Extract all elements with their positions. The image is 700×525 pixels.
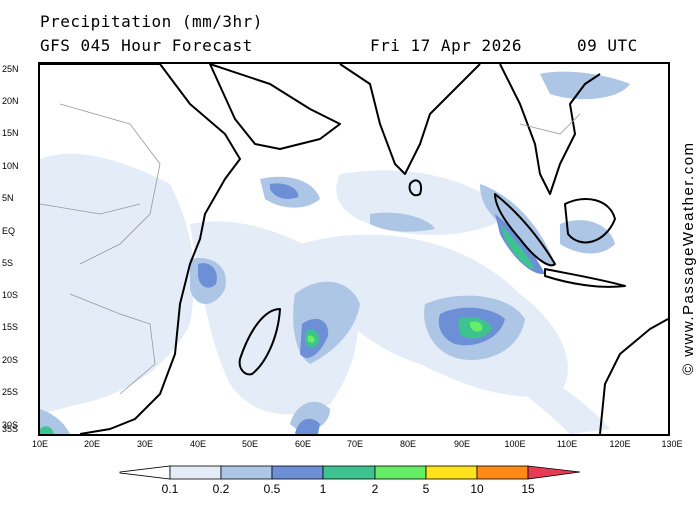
- lat-label-15n: 15N: [2, 128, 19, 138]
- precip-heavy: [198, 183, 545, 434]
- legend-bin-10-15: [476, 465, 529, 480]
- legend-bin-0-2-0-5: [220, 465, 273, 480]
- lon-label-130e: 130E: [661, 439, 683, 449]
- legend-label-10: 10: [470, 482, 484, 496]
- forecast-subtitle: GFS 045 Hour Forecast: [40, 36, 253, 55]
- lon-label-30e: 30E: [136, 439, 154, 449]
- lon-label-100e: 100E: [504, 439, 526, 449]
- legend-bin-above-15: [527, 465, 581, 480]
- lon-label-20e: 20E: [83, 439, 101, 449]
- lat-label-35s: 35S: [2, 424, 19, 434]
- chart-title: Precipitation (mm/3hr): [40, 12, 263, 31]
- precip-light: [40, 153, 610, 434]
- legend-bin-5-10: [425, 465, 478, 480]
- legend-bin-1-2: [322, 465, 376, 480]
- lat-label-10s: 10S: [2, 290, 19, 300]
- lat-label-25n: 25N: [2, 64, 19, 74]
- legend-label-0-5: 0.5: [263, 482, 281, 496]
- lon-label-70e: 70E: [346, 439, 364, 449]
- lon-label-110e: 110E: [556, 439, 578, 449]
- forecast-date: Fri 17 Apr 2026: [370, 36, 522, 55]
- legend-label-2: 2: [371, 482, 379, 496]
- legend-label-15: 15: [521, 482, 535, 496]
- lat-label-5n: 5N: [2, 193, 14, 203]
- legend-label-1: 1: [319, 482, 327, 496]
- lon-label-50e: 50E: [241, 439, 259, 449]
- lat-label-20s: 20S: [2, 355, 19, 365]
- lon-label-40e: 40E: [189, 439, 207, 449]
- legend-label-0-1: 0.1: [161, 482, 179, 496]
- precip-extreme: [307, 321, 483, 343]
- lon-label-60e: 60E: [294, 439, 312, 449]
- lat-label-10n: 10N: [2, 161, 19, 171]
- lat-label-15s: 15S: [2, 322, 19, 332]
- lat-label-5s: 5S: [2, 258, 14, 268]
- lat-label-25s: 25S: [2, 387, 19, 397]
- legend-bin-0-1-0-2: [169, 465, 222, 480]
- lat-label-30s: 30S: [2, 420, 19, 430]
- legend-bin-2-5: [374, 465, 427, 480]
- lon-label-90e: 90E: [453, 439, 471, 449]
- borders: [40, 103, 581, 395]
- legend-bin-0-5-1: [271, 465, 324, 480]
- lat-label-eq: EQ: [2, 226, 16, 236]
- credit-label: © www.PassageWeather.com: [680, 141, 697, 375]
- coastlines: [40, 64, 668, 434]
- legend-label-0-2: 0.2: [212, 482, 230, 496]
- legend-bin-below-0-1: [119, 465, 171, 480]
- legend-label-5: 5: [422, 482, 430, 496]
- forecast-time: 09 UTC: [577, 36, 638, 55]
- precipitation-map: [38, 62, 670, 436]
- lon-label-120e: 120E: [609, 439, 631, 449]
- precip-legend: [119, 465, 581, 480]
- lon-label-80e: 80E: [399, 439, 417, 449]
- lat-label-20n: 20N: [2, 96, 19, 106]
- lon-label-10e: 10E: [31, 439, 49, 449]
